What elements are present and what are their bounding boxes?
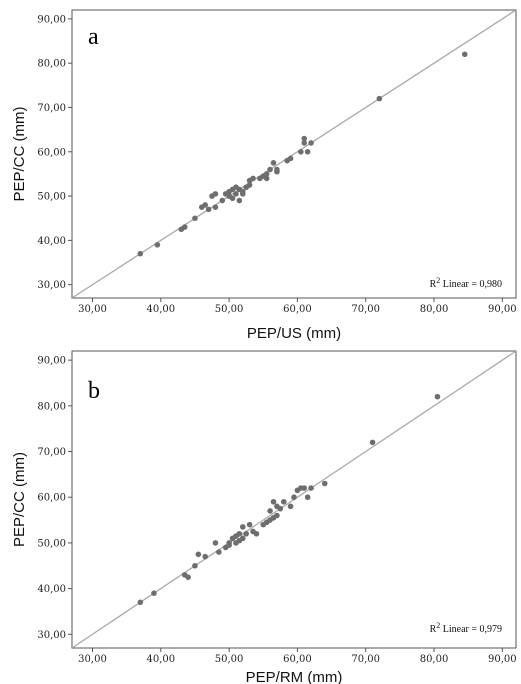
data-point	[280, 498, 287, 505]
data-point	[212, 191, 219, 197]
data-point	[263, 175, 270, 182]
y-tick-label: 80,00	[37, 59, 66, 70]
x-tick-label: 80,00	[420, 654, 449, 665]
x-tick-label: 70,00	[351, 304, 380, 315]
data-point	[250, 175, 256, 182]
data-point	[301, 485, 308, 491]
data-point	[137, 250, 144, 257]
y-tick-label: 70,00	[37, 447, 66, 458]
x-tick-label: 70,00	[351, 654, 380, 665]
data-point	[274, 512, 280, 519]
r-squared-annotation: R2 Linear = 0,979	[430, 621, 502, 635]
data-point	[274, 168, 280, 175]
data-point	[236, 197, 243, 204]
data-point	[434, 393, 441, 400]
data-point	[321, 480, 328, 487]
data-point	[287, 155, 294, 162]
y-tick-label: 50,00	[37, 192, 66, 203]
data-point	[239, 535, 246, 542]
x-tick-label: 40,00	[146, 654, 175, 665]
data-point	[277, 505, 284, 512]
fit-line	[72, 10, 516, 298]
y-tick-label: 90,00	[37, 356, 66, 367]
x-tick-label: 60,00	[283, 304, 312, 315]
data-point	[137, 599, 144, 606]
data-point	[216, 549, 222, 555]
panel-label: b	[88, 378, 100, 404]
data-point	[267, 508, 273, 514]
data-point	[287, 503, 294, 510]
x-tick-label: 50,00	[215, 304, 244, 315]
x-tick-label: 60,00	[283, 654, 312, 665]
data-point	[192, 215, 198, 222]
data-point	[253, 530, 260, 537]
scatter-panel-a: 30,00 40,00 50,00 60,00 70,00 80,00 90,00 30,00…	[11, 9, 517, 342]
data-point	[376, 95, 383, 102]
data-point	[298, 148, 304, 155]
data-point	[263, 171, 270, 177]
y-tick-label: 60,00	[37, 147, 66, 158]
data-point	[219, 197, 226, 204]
data-point	[192, 562, 198, 569]
data-point	[151, 590, 157, 596]
scatter-panel-b: 30,00 40,00 50,00 60,00 70,00 80,00 90,00 30,00…	[11, 350, 517, 684]
data-point	[301, 135, 308, 142]
data-point	[181, 224, 188, 230]
panel-label: a	[88, 24, 99, 50]
data-point	[304, 494, 311, 501]
y-tick-label: 40,00	[37, 236, 66, 247]
data-point	[239, 524, 246, 530]
x-axis-label: PEP/US (mm)	[247, 325, 341, 342]
y-axis-label: PEP/CC (mm)	[11, 107, 28, 202]
x-tick-label: 90,00	[488, 304, 517, 315]
y-tick-label: 40,00	[37, 584, 66, 595]
data-point	[267, 166, 273, 173]
x-tick-label: 80,00	[420, 304, 449, 315]
data-point	[202, 202, 208, 208]
data-point	[226, 542, 232, 548]
data-point	[212, 540, 219, 546]
x-tick-label: 30,00	[78, 654, 107, 665]
y-tick-label: 90,00	[37, 14, 66, 25]
data-point	[236, 530, 243, 537]
data-point	[270, 498, 277, 505]
data-point	[212, 204, 219, 210]
x-tick-label: 30,00	[78, 304, 107, 315]
data-point	[229, 195, 236, 202]
data-point	[304, 148, 311, 155]
x-tick-label: 50,00	[215, 654, 244, 665]
data-point	[185, 574, 191, 580]
data-point	[369, 439, 376, 446]
y-tick-label: 60,00	[37, 493, 66, 504]
x-axis-label: PEP/RM (mm)	[246, 669, 343, 684]
data-point	[301, 140, 308, 146]
data-point	[291, 494, 297, 501]
data-point	[195, 551, 202, 558]
data-point	[246, 521, 253, 528]
y-tick-label: 30,00	[37, 630, 66, 641]
data-point	[154, 242, 161, 248]
data-point	[308, 485, 314, 491]
data-point	[243, 530, 249, 537]
y-tick-label: 30,00	[37, 280, 66, 291]
y-axis-label: PEP/CC (mm)	[11, 452, 28, 547]
data-point	[246, 182, 253, 188]
y-tick-label: 50,00	[37, 538, 66, 549]
x-tick-label: 90,00	[488, 654, 517, 665]
data-point	[205, 206, 212, 213]
data-point	[233, 191, 239, 197]
x-tick-label: 40,00	[146, 304, 175, 315]
y-tick-label: 80,00	[37, 401, 66, 412]
r-squared-annotation: R2 Linear = 0,980	[430, 276, 502, 290]
y-tick-label: 70,00	[37, 103, 66, 114]
data-point	[308, 140, 314, 146]
data-point	[270, 160, 277, 166]
data-point	[239, 188, 246, 195]
data-point	[202, 553, 208, 560]
data-point	[461, 51, 468, 58]
